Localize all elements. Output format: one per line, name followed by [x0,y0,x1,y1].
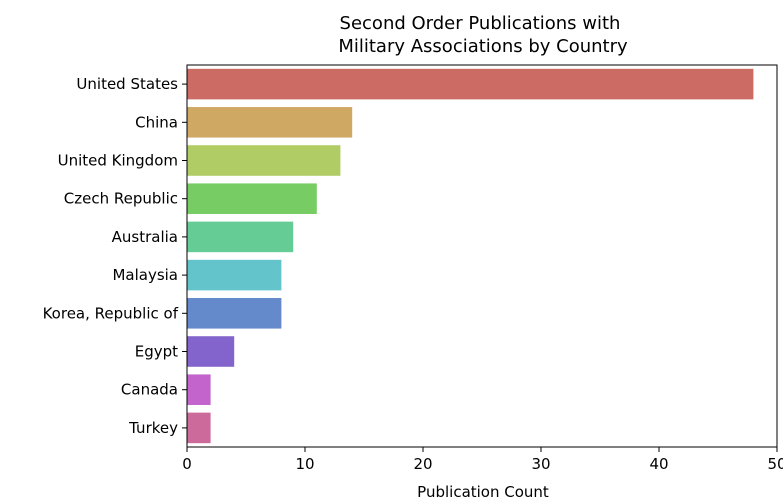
x-axis-label: Publication Count [417,483,549,499]
x-tick-label: 0 [182,455,192,473]
x-tick-label: 10 [295,455,314,473]
x-tick-label: 40 [649,455,668,473]
bar-malaysia [187,259,282,291]
x-tick-label: 30 [531,455,550,473]
bar-czech-republic [187,183,317,214]
plot-frame [186,64,778,448]
bar-china [187,107,353,138]
bar-turkey [187,412,211,444]
x-tick-label: 20 [413,455,432,473]
chart-title: Second Order Publications with Military … [338,13,628,57]
chart-title-line-1: Second Order Publications with [340,13,621,34]
bar-egypt [187,336,235,367]
x-axis-ticks: 0 10 20 30 40 50 [182,447,783,473]
y-tick-label: United Kingdom [58,152,178,170]
bar-united-states [187,68,754,100]
bar-korea-republic-of [187,298,282,329]
bar-canada [187,374,211,405]
y-tick-label: Canada [121,381,178,399]
bar-united-kingdom [187,145,341,176]
y-tick-label: China [135,113,178,131]
y-axis-ticks: United States China United Kingdom Czech Re… [43,75,187,437]
y-tick-label: Korea, Republic of [43,304,179,322]
y-tick-label: Turkey [128,419,178,437]
y-tick-label: Czech Republic [64,190,178,208]
chart-title-line-2: Military Associations by Country [338,36,628,57]
y-tick-label: United States [76,75,178,93]
x-tick-label: 50 [767,455,783,473]
bar-australia [187,221,294,253]
y-tick-label: Egypt [135,343,178,361]
bars-group [187,68,754,444]
y-tick-label: Malaysia [112,266,178,284]
y-tick-label: Australia [112,228,178,246]
